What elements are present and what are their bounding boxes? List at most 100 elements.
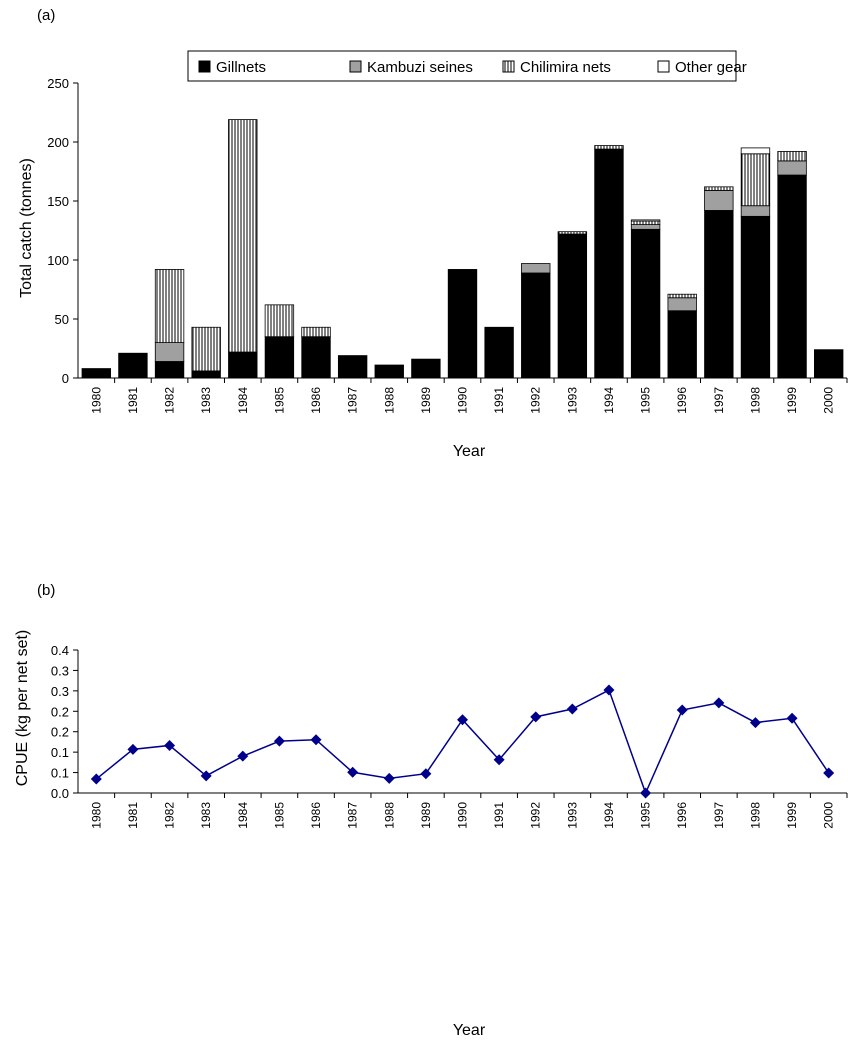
bar-segment-kambuzi-seines	[667, 297, 697, 312]
line-x-tick-label: 1985	[272, 802, 286, 829]
bar-x-tick-label: 1991	[492, 387, 506, 414]
bar-segment-kambuzi-seines	[630, 224, 661, 230]
cpue-point	[310, 734, 322, 746]
line-y-tick-label: 0.2	[51, 704, 69, 719]
cpue-line-chart: CPUE (kg per net set) Year 0.0 0.1 0.1 0.2 0…	[14, 630, 848, 1039]
cpue-point	[640, 787, 652, 799]
line-x-tick-label: 1988	[382, 802, 396, 829]
line-x-tick-label: 1992	[529, 802, 543, 829]
line-x-tick-label: 1997	[712, 802, 726, 829]
line-x-tick-label: 1981	[126, 802, 140, 829]
bar-segment-gillnets	[374, 364, 404, 379]
bar-x-tick-label: 1989	[419, 387, 433, 414]
cpue-point	[164, 739, 176, 751]
bar-x-tick-label: 1983	[199, 387, 213, 414]
bar-segment-gillnets	[411, 358, 441, 379]
cpue-point	[200, 770, 212, 782]
bar-segment-chilimira-nets	[704, 186, 734, 191]
bar-y-tick-label: 50	[55, 312, 69, 327]
cpue-point	[237, 750, 249, 762]
legend-swatch	[198, 60, 211, 73]
bar-segment-chilimira-nets	[667, 293, 697, 299]
bar-segment-other-gear	[740, 147, 771, 155]
bar-x-tick-label: 1992	[529, 387, 543, 414]
cpue-point	[530, 711, 542, 723]
bar-segment-gillnets	[191, 370, 221, 379]
bar-x-tick-label: 2000	[822, 387, 836, 414]
bar-x-tick-label: 1994	[602, 387, 616, 414]
legend-swatch	[502, 60, 515, 73]
bar-segment-gillnets	[594, 148, 624, 379]
legend-label: Kambuzi seines	[367, 59, 473, 76]
cpue-point	[273, 735, 285, 747]
legend-label: Chilimira nets	[520, 59, 611, 76]
bar-segment-kambuzi-seines	[777, 160, 807, 176]
cpue-point	[347, 766, 359, 778]
bar-segment-gillnets	[521, 272, 551, 379]
bar-segment-gillnets	[704, 210, 734, 379]
line-x-tick-label: 1996	[675, 802, 689, 829]
bar-segment-chilimira-nets	[594, 145, 624, 150]
bar-segment-gillnets	[484, 326, 514, 379]
line-y-tick-label: 0.2	[51, 725, 69, 740]
bar-x-tick-label: 1990	[456, 387, 470, 414]
bar-segment-gillnets	[337, 355, 368, 379]
cpue-point	[127, 743, 139, 755]
line-y-tick-label: 0.3	[51, 684, 69, 699]
bar-segment-chilimira-nets	[740, 153, 771, 207]
bar-segment-chilimira-nets	[630, 220, 661, 225]
bar-segment-gillnets	[154, 361, 185, 379]
bar-segment-chilimira-nets	[777, 151, 807, 162]
bar-y-tick-label: 100	[47, 253, 69, 268]
bar-x-tick-label: 1996	[675, 387, 689, 414]
bar-segment-gillnets	[557, 233, 588, 379]
cpue-point	[676, 704, 688, 716]
line-x-tick-label: 1993	[565, 802, 579, 829]
cpue-point	[420, 768, 432, 780]
bar-segment-other-gear	[630, 219, 661, 222]
line-x-tick-label: 1983	[199, 802, 213, 829]
bar-segment-gillnets	[81, 368, 111, 379]
line-x-tick-label: 2000	[822, 802, 836, 829]
bar-segment-gillnets	[814, 349, 844, 379]
bar-x-tick-label: 1987	[346, 387, 360, 414]
line-x-axis-title: Year	[453, 1022, 486, 1039]
legend-swatch	[657, 60, 670, 73]
legend-label: Other gear	[675, 59, 747, 76]
bar-y-tick-label: 150	[47, 194, 69, 209]
bar-segment-kambuzi-seines	[154, 342, 185, 362]
bar-segment-chilimira-nets	[264, 304, 295, 338]
bar-y-tick-label: 0	[62, 371, 69, 386]
line-x-tick-label: 1999	[785, 802, 799, 829]
line-x-tick-label: 1989	[419, 802, 433, 829]
bar-x-tick-label: 1981	[126, 387, 140, 414]
bar-x-tick-label: 1998	[748, 387, 762, 414]
bar-segment-gillnets	[228, 351, 258, 379]
bar-x-tick-label: 1988	[382, 387, 396, 414]
bar-segment-kambuzi-seines	[740, 205, 771, 217]
cpue-point	[786, 712, 798, 724]
line-y-tick-label: 0.1	[51, 745, 69, 760]
bar-y-axis-title: Total catch (tonnes)	[18, 158, 35, 298]
cpue-point	[749, 717, 761, 729]
bar-x-tick-label: 1985	[272, 387, 286, 414]
line-x-tick-label: 1984	[236, 802, 250, 829]
bar-segment-gillnets	[447, 269, 478, 379]
bar-segment-gillnets	[630, 228, 661, 379]
bar-segment-kambuzi-seines	[704, 189, 734, 211]
bar-segment-gillnets	[301, 336, 331, 379]
bar-x-tick-label: 1993	[565, 387, 579, 414]
bar-x-tick-label: 1986	[309, 387, 323, 414]
bar-segment-chilimira-nets	[301, 326, 331, 338]
panel-a-label: (a)	[37, 7, 56, 24]
bar-x-tick-label: 1999	[785, 387, 799, 414]
bar-segment-gillnets	[740, 215, 771, 379]
legend-swatch	[349, 60, 362, 73]
bar-x-tick-label: 1995	[639, 387, 653, 414]
line-x-tick-label: 1990	[456, 802, 470, 829]
bar-segment-kambuzi-seines	[521, 263, 551, 274]
line-x-tick-label: 1986	[309, 802, 323, 829]
line-x-tick-label: 1995	[639, 802, 653, 829]
cpue-point	[566, 703, 578, 715]
legend-label: Gillnets	[216, 59, 266, 76]
